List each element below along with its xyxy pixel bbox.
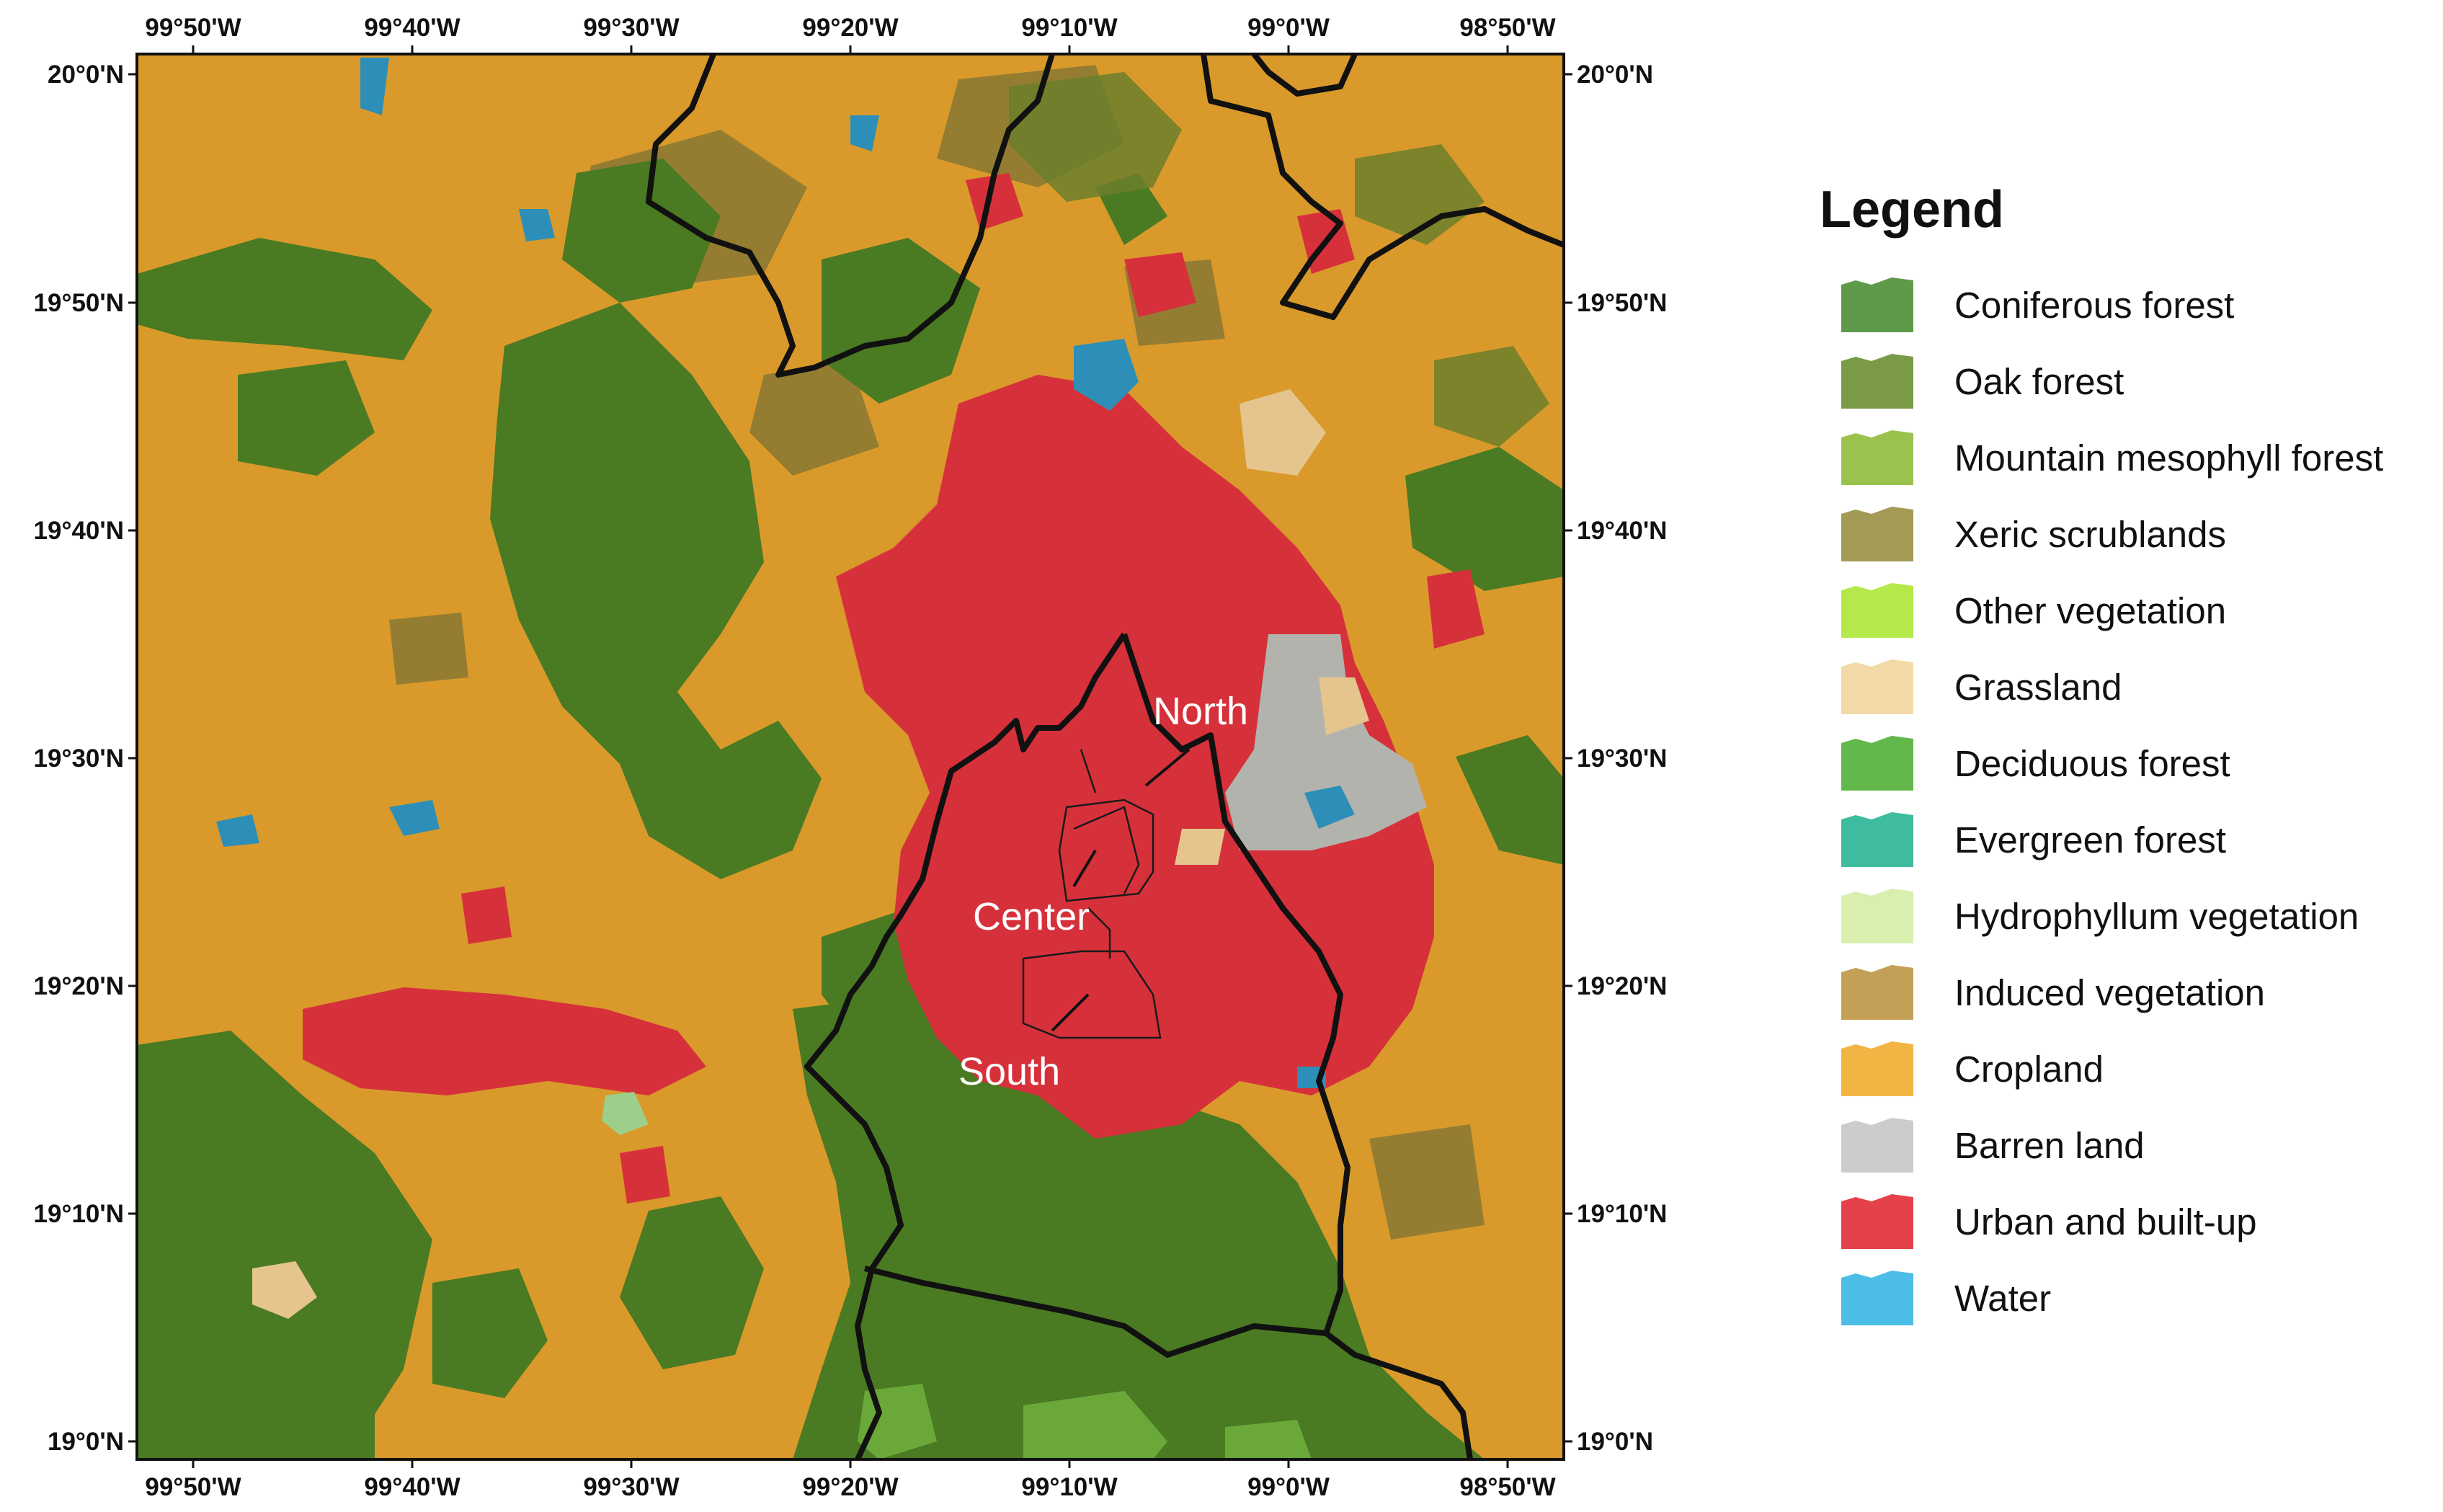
legend-label: Hydrophyllum vegetation: [1954, 896, 2359, 937]
legend-label: Deciduous forest: [1954, 743, 2230, 784]
lon-tick-label: 99°20'W: [802, 14, 898, 42]
lon-tick-label: 98°50'W: [1459, 1473, 1555, 1501]
legend-label: Barren land: [1954, 1125, 2145, 1166]
legend-item: Cropland: [1841, 1041, 2104, 1096]
legend-swatch: [1841, 277, 1913, 332]
legend-swatch: [1841, 812, 1913, 867]
lon-tick-label: 99°0'W: [1247, 1473, 1330, 1501]
lon-tick-label: 99°50'W: [145, 1473, 241, 1501]
legend-swatch: [1841, 430, 1913, 485]
legend-swatch: [1841, 736, 1913, 791]
region-leader-lines: [1051, 748, 1191, 1032]
lat-tick-label: 19°10'N: [34, 1200, 124, 1228]
legend-label: Urban and built-up: [1954, 1201, 2257, 1242]
legend-item: Evergreen forest: [1841, 812, 2226, 867]
lat-tick-label: 19°30'N: [1577, 744, 1667, 773]
district-outlines: [1022, 749, 1162, 1039]
legend-item: Water: [1841, 1271, 2051, 1325]
legend-swatch: [1841, 1041, 1913, 1096]
legend-swatch: [1841, 507, 1913, 561]
legend-swatch: [1841, 889, 1913, 943]
urban-builtup-patches: [303, 173, 1485, 1204]
legend-item: Barren land: [1841, 1118, 2145, 1173]
lon-tick-label: 98°50'W: [1459, 14, 1555, 42]
legend-label: Induced vegetation: [1954, 972, 2265, 1013]
legend-label: Oak forest: [1954, 361, 2124, 402]
legend-item: Other vegetation: [1841, 583, 2226, 638]
legend-label: Cropland: [1954, 1049, 2104, 1090]
grassland-patches: [252, 389, 1369, 1319]
lat-tick-label: 19°50'N: [1577, 289, 1667, 317]
lon-tick-label: 99°0'W: [1247, 14, 1330, 42]
lat-tick-label: 19°10'N: [1577, 1200, 1667, 1228]
lat-ticks-right: 20°0'N 19°50'N 19°40'N 19°30'N 19°20'N 1…: [1577, 61, 1667, 1456]
lon-tick-label: 99°10'W: [1021, 1473, 1117, 1501]
water-bodies: [216, 58, 1355, 1088]
legend-label: Xeric scrublands: [1954, 514, 2226, 555]
lat-tick-label: 19°0'N: [1577, 1428, 1653, 1456]
legend-label: Grassland: [1954, 667, 2122, 708]
deciduous-forest-patches: [858, 1384, 1312, 1459]
lon-tick-label: 99°40'W: [364, 14, 460, 42]
lat-tick-label: 19°20'N: [34, 972, 124, 1000]
legend-label: Coniferous forest: [1954, 285, 2234, 326]
legend-item: Coniferous forest: [1841, 277, 2234, 332]
lon-ticks-bottom: 99°50'W 99°40'W 99°30'W 99°20'W 99°10'W …: [145, 1473, 1555, 1501]
region-label-north: North: [1153, 690, 1248, 733]
legend-swatch: [1841, 1271, 1913, 1325]
legend-label: Other vegetation: [1954, 590, 2226, 631]
lat-tick-label: 19°30'N: [34, 744, 124, 773]
lat-tick-label: 19°0'N: [48, 1428, 124, 1456]
lat-tick-label: 20°0'N: [1577, 61, 1653, 89]
legend-item: Mountain mesophyll forest: [1841, 430, 2383, 485]
lat-tick-label: 19°50'N: [34, 289, 124, 317]
legend-label: Mountain mesophyll forest: [1954, 437, 2383, 479]
lon-ticks-top: 99°50'W 99°40'W 99°30'W 99°20'W 99°10'W …: [145, 14, 1555, 42]
legend-item: Xeric scrublands: [1841, 507, 2226, 561]
boundary-lines: [646, 54, 1564, 1459]
legend-item: Deciduous forest: [1841, 736, 2230, 791]
legend-items: Coniferous forest Oak forest Mountain meso…: [1841, 277, 2383, 1325]
legend-swatch: [1841, 354, 1913, 409]
barren-land-patch: [1225, 634, 1427, 850]
legend-label: Evergreen forest: [1954, 819, 2226, 860]
legend-item: Hydrophyllum vegetation: [1841, 889, 2359, 943]
legend-label: Water: [1954, 1278, 2051, 1319]
hydrophyllum-vegetation-patch: [602, 1092, 649, 1135]
legend-title: Legend: [1820, 181, 2004, 239]
lat-tick-label: 19°20'N: [1577, 972, 1667, 1000]
lon-tick-label: 99°10'W: [1021, 14, 1117, 42]
legend-item: Grassland: [1841, 659, 2122, 714]
legend-item: Urban and built-up: [1841, 1194, 2257, 1249]
legend-swatch: [1841, 659, 1913, 714]
legend-item: Oak forest: [1841, 354, 2124, 409]
region-label-south: South: [958, 1050, 1060, 1093]
lat-ticks-left: 20°0'N 19°50'N 19°40'N 19°30'N 19°20'N 1…: [34, 61, 124, 1456]
map-panel: North Center South: [137, 54, 1564, 1459]
region-label-center: Center: [973, 895, 1090, 938]
legend: Legend Coniferous forest Oak forest Mounta…: [1820, 181, 2383, 1325]
legend-item: Induced vegetation: [1841, 965, 2265, 1020]
legend-swatch: [1841, 965, 1913, 1020]
lon-tick-label: 99°40'W: [364, 1473, 460, 1501]
legend-swatch: [1841, 1118, 1913, 1173]
lon-tick-label: 99°50'W: [145, 14, 241, 42]
lat-tick-label: 20°0'N: [48, 61, 124, 89]
coniferous-forest-patches: [137, 159, 1564, 1459]
lon-tick-label: 99°30'W: [583, 1473, 679, 1501]
lon-tick-label: 99°20'W: [802, 1473, 898, 1501]
legend-swatch: [1841, 583, 1913, 638]
lat-tick-label: 19°40'N: [1577, 517, 1667, 545]
lat-tick-label: 19°40'N: [34, 517, 124, 545]
lon-tick-label: 99°30'W: [583, 14, 679, 42]
tick-marks: [128, 45, 1572, 1468]
legend-swatch: [1841, 1194, 1913, 1249]
